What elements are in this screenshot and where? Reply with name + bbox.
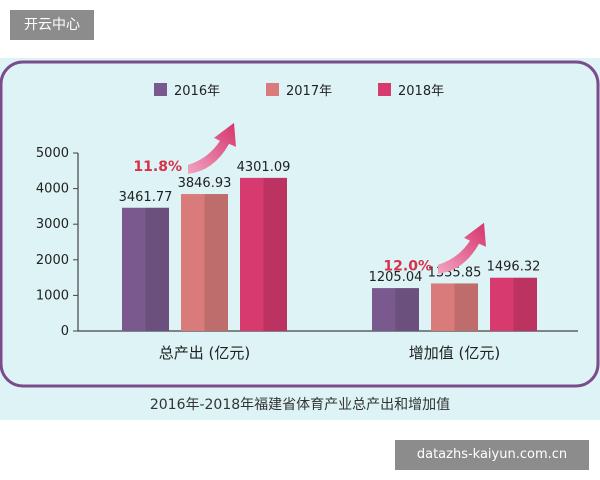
growth-arrow: [188, 122, 236, 174]
bar: [372, 288, 419, 331]
bar-shade: [513, 277, 537, 331]
site-badge: 开云中心: [10, 10, 94, 40]
bar: [431, 283, 478, 331]
legend-label: 2016年: [174, 84, 220, 99]
bar: [490, 277, 537, 331]
legend-swatch: [378, 83, 391, 96]
bar-shade: [454, 283, 478, 331]
bar-shade: [395, 288, 419, 331]
growth-label: 11.8%: [133, 159, 182, 175]
x-category-label: 总产出 (亿元): [159, 344, 250, 362]
y-axis: 0 1000 2000 3000 4000 5000: [36, 146, 578, 339]
data-label: 4301.09: [237, 160, 291, 175]
growth-label: 12.0%: [383, 259, 432, 275]
y-tick-label: 1000: [36, 288, 69, 303]
x-axis-categories: 总产出 (亿元) 增加值 (亿元): [159, 344, 500, 362]
bar-shade: [145, 207, 169, 331]
data-label: 3846.93: [178, 176, 232, 191]
y-tick-label: 4000: [36, 182, 69, 197]
chart-frame: [0, 60, 600, 388]
y-tick-label: 2000: [36, 253, 69, 268]
bar-shade: [263, 177, 287, 331]
bar-shade: [204, 194, 228, 331]
data-label: 3461.77: [119, 190, 173, 205]
y-tick-label: 3000: [36, 217, 69, 232]
data-label: 1205.04: [369, 270, 423, 285]
data-label: 1496.32: [487, 260, 541, 275]
legend: 2016年 2017年 2018年: [154, 83, 444, 99]
y-tick-label: 5000: [36, 146, 69, 161]
legend-swatch: [154, 83, 167, 96]
y-tick-label: 0: [61, 324, 69, 339]
bar: [122, 207, 169, 331]
legend-label: 2018年: [398, 84, 444, 99]
legend-label: 2017年: [286, 84, 332, 99]
chart-title: 2016年-2018年福建省体育产业总产出和增加值: [150, 397, 450, 413]
bar-chart: 2016年 2017年 2018年 0 1000 2000 3000 4000 5000 34…: [0, 60, 600, 413]
bar: [181, 194, 228, 331]
legend-swatch: [266, 83, 279, 96]
growth-annotations: 11.8% 12.0%: [133, 122, 486, 275]
growth-arrow: [438, 222, 486, 274]
bar: [240, 177, 287, 331]
chart-panel: 2016年 2017年 2018年 0 1000 2000 3000 4000 5000 34…: [0, 58, 600, 420]
x-category-label: 增加值 (亿元): [409, 344, 500, 362]
watermark-badge: datazhs-kaiyun.com.cn: [395, 440, 589, 470]
